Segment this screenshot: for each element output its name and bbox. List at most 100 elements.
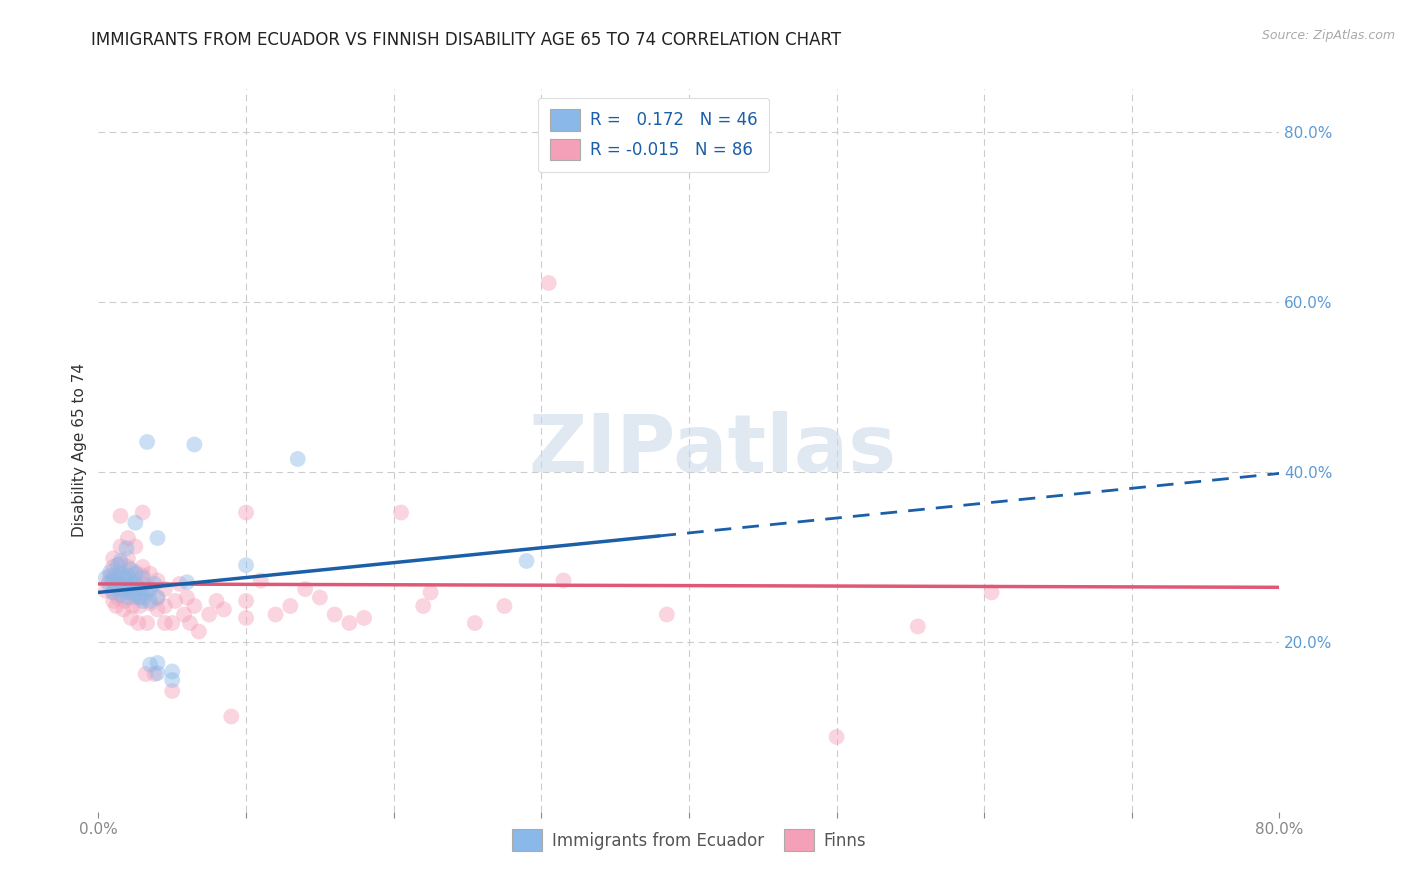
Point	[183, 437, 205, 451]
Point	[553, 574, 575, 588]
Point	[120, 562, 142, 576]
Point	[162, 665, 183, 679]
Point	[143, 577, 166, 591]
Point	[153, 582, 176, 596]
Point	[110, 588, 132, 602]
Point	[250, 574, 273, 588]
Point	[353, 611, 375, 625]
Point	[176, 591, 198, 605]
Text: IMMIGRANTS FROM ECUADOR VS FINNISH DISABILITY AGE 65 TO 74 CORRELATION CHART: IMMIGRANTS FROM ECUADOR VS FINNISH DISAB…	[91, 31, 842, 49]
Point	[110, 566, 132, 581]
Point	[110, 577, 132, 591]
Point	[117, 551, 139, 566]
Point	[127, 615, 149, 630]
Point	[132, 571, 155, 585]
Point	[179, 615, 201, 630]
Point	[124, 516, 146, 530]
Point	[103, 574, 125, 588]
Point	[110, 540, 132, 554]
Point	[139, 566, 162, 581]
Point	[309, 591, 332, 605]
Point	[136, 615, 159, 630]
Point	[205, 594, 228, 608]
Point	[120, 585, 142, 599]
Point	[162, 673, 183, 687]
Point	[124, 574, 146, 588]
Point	[294, 582, 316, 596]
Point	[120, 611, 142, 625]
Point	[136, 434, 159, 449]
Point	[110, 565, 132, 579]
Text: ZIPatlas: ZIPatlas	[529, 411, 897, 490]
Point	[94, 583, 117, 598]
Point	[117, 560, 139, 574]
Point	[107, 591, 129, 605]
Point	[121, 599, 143, 613]
Point	[98, 568, 121, 582]
Point	[169, 577, 191, 591]
Point	[128, 599, 150, 613]
Point	[139, 594, 162, 608]
Point	[97, 575, 120, 590]
Point	[235, 506, 257, 520]
Point	[135, 585, 157, 599]
Point	[235, 594, 257, 608]
Point	[165, 594, 187, 608]
Point	[105, 568, 128, 582]
Point	[103, 585, 125, 599]
Point	[124, 588, 146, 602]
Point	[153, 599, 176, 613]
Point	[537, 276, 560, 290]
Point	[132, 582, 155, 596]
Point	[110, 554, 132, 568]
Point	[146, 666, 169, 681]
Point	[128, 591, 150, 605]
Point	[103, 585, 125, 599]
Point	[117, 568, 139, 582]
Point	[112, 582, 135, 596]
Point	[139, 597, 162, 611]
Point	[139, 657, 162, 672]
Point	[132, 568, 155, 582]
Point	[183, 599, 205, 613]
Point	[103, 575, 125, 590]
Point	[221, 709, 243, 723]
Point	[121, 577, 143, 591]
Point	[103, 594, 125, 608]
Point	[146, 591, 169, 605]
Point	[124, 540, 146, 554]
Point	[187, 624, 209, 639]
Point	[146, 656, 169, 670]
Point	[323, 607, 346, 622]
Point	[412, 599, 434, 613]
Point	[132, 506, 155, 520]
Point	[122, 591, 145, 605]
Point	[105, 579, 128, 593]
Point	[124, 582, 146, 596]
Point	[107, 558, 129, 573]
Point	[264, 607, 287, 622]
Point	[198, 607, 221, 622]
Point	[132, 577, 155, 591]
Point	[235, 611, 257, 625]
Point	[94, 571, 117, 585]
Point	[132, 560, 155, 574]
Point	[132, 594, 155, 608]
Point	[235, 558, 257, 573]
Point	[173, 607, 195, 622]
Point	[103, 551, 125, 566]
Point	[143, 667, 166, 681]
Point	[146, 531, 169, 545]
Point	[108, 582, 131, 596]
Point	[112, 602, 135, 616]
Point	[124, 566, 146, 581]
Point	[287, 452, 309, 467]
Point	[655, 607, 678, 622]
Point	[146, 574, 169, 588]
Point	[110, 557, 132, 571]
Point	[825, 730, 848, 744]
Point	[146, 602, 169, 616]
Point	[117, 531, 139, 545]
Point	[124, 565, 146, 579]
Point	[98, 565, 121, 579]
